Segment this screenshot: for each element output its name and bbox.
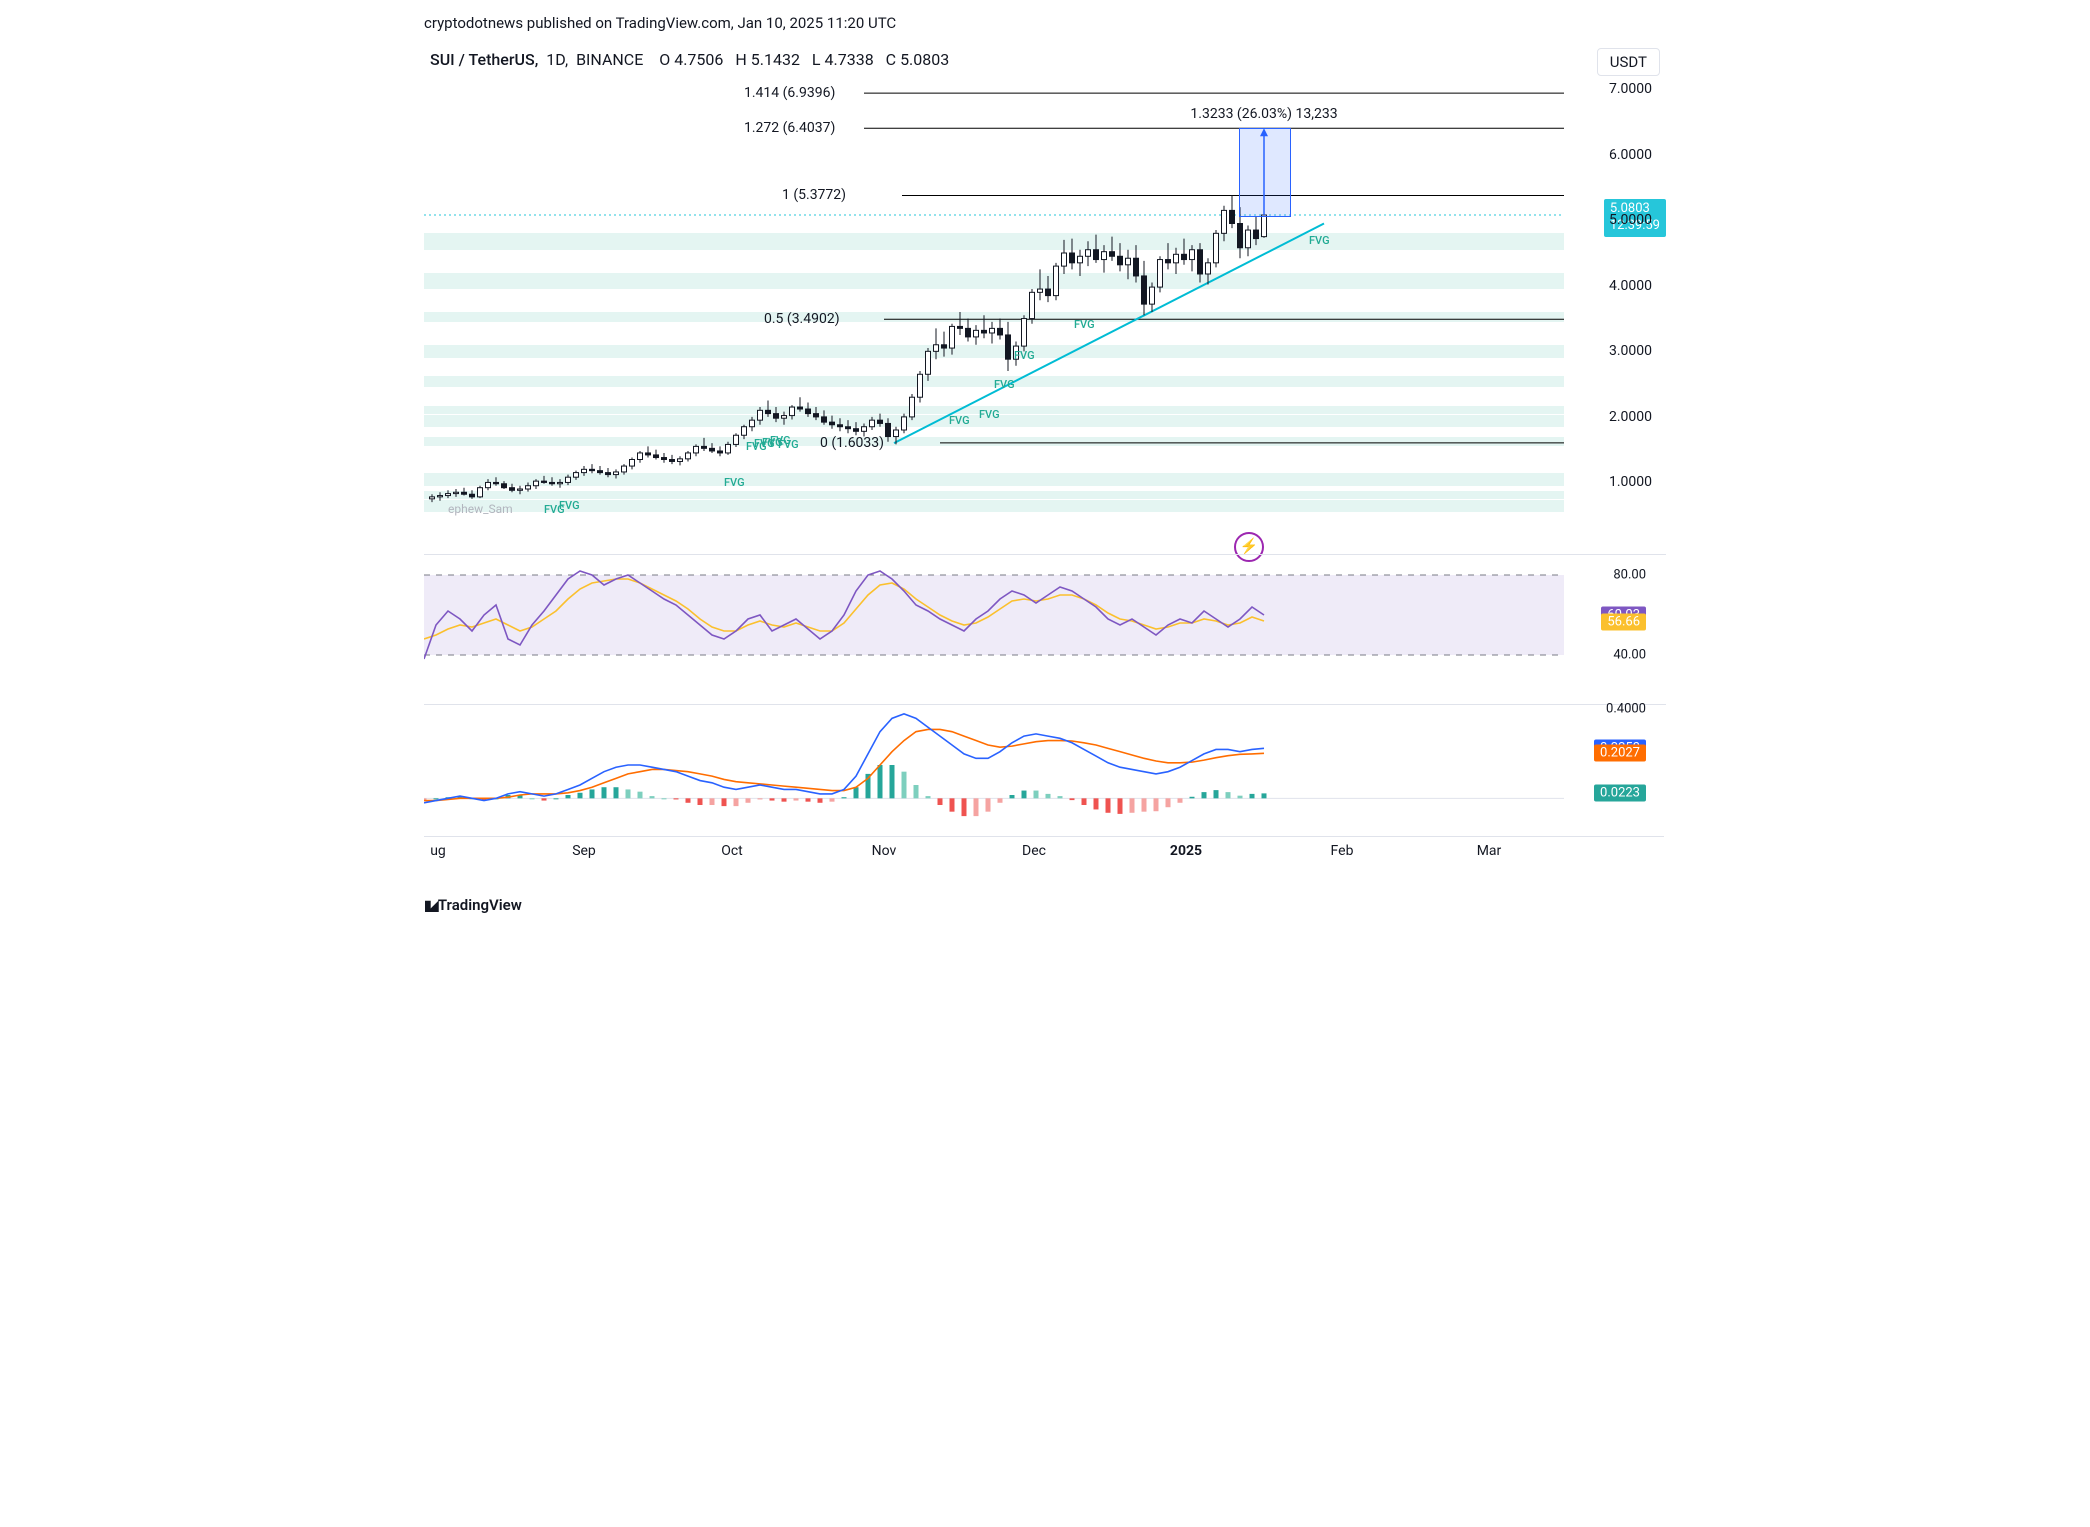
fib-level-label: 1 (5.3772) xyxy=(782,187,846,203)
price-ytick: 4.0000 xyxy=(1609,278,1652,294)
fib-level-label: 0 (1.6033) xyxy=(820,435,884,451)
time-axis-label: Oct xyxy=(721,843,743,865)
time-axis-label: Dec xyxy=(1022,843,1046,865)
time-axis-label: 2025 xyxy=(1170,843,1202,865)
ohlc-h-label: H xyxy=(735,50,746,69)
price-ytick: 2.0000 xyxy=(1609,409,1652,425)
tv-brand: TradingView xyxy=(438,896,522,914)
quote-currency-badge[interactable]: USDT xyxy=(1597,48,1660,76)
time-axis-label: Feb xyxy=(1331,843,1354,865)
fvg-label: FVG xyxy=(979,408,1000,421)
rsi-panel[interactable]: 80.0040.0060.0356.66 xyxy=(424,554,1666,695)
symbol-pair: SUI / TetherUS, xyxy=(430,50,538,69)
price-ytick: 7.0000 xyxy=(1609,81,1652,97)
publish-header: cryptodotnews published on TradingView.c… xyxy=(424,14,896,32)
fvg-label: FVG xyxy=(1074,318,1095,331)
fvg-label: FVG xyxy=(778,438,799,451)
price-ytick: 5.0000 xyxy=(1609,212,1652,228)
time-axis-label: Nov xyxy=(872,843,897,865)
price-chart[interactable]: 1.414 (6.9396) 1.272 (6.4037) 1 (5.3772) 0.… xyxy=(424,76,1564,548)
symbol-tf: 1D, xyxy=(546,50,568,69)
ohlc-l: 4.7338 xyxy=(825,50,874,69)
price-ytick: 6.0000 xyxy=(1609,147,1652,163)
tv-glyph-icon: ▮◢ xyxy=(424,898,434,914)
ohlc-c-label: C xyxy=(886,50,896,69)
price-ytick: 3.0000 xyxy=(1609,343,1652,359)
signal-value: 0.2027 xyxy=(1594,745,1646,762)
symbol-row: SUI / TetherUS, 1D, BINANCE O4.7506 H 5.1… xyxy=(430,50,953,69)
chart-screenshot: cryptodotnews published on TradingView.c… xyxy=(410,0,1680,928)
time-axis-label: Mar xyxy=(1477,843,1502,865)
fvg-label: FVG xyxy=(949,414,970,427)
ohlc-c: 5.0803 xyxy=(900,50,949,69)
fvg-label: FVG xyxy=(1309,234,1330,247)
ohlc-h: 5.1432 xyxy=(751,50,800,69)
fvg-label: FVG xyxy=(994,378,1015,391)
ohlc-o: 4.7506 xyxy=(674,50,723,69)
hist-value: 0.0223 xyxy=(1594,785,1646,802)
tradingview-watermark: ▮◢ TradingView xyxy=(424,896,522,914)
macd-panel[interactable]: 0.40000.22500.20270.0223 xyxy=(424,704,1666,831)
rsi-value-b: 56.66 xyxy=(1601,613,1646,630)
fvg-label: FVG xyxy=(559,499,580,512)
fib-level-label: 0.5 (3.4902) xyxy=(764,311,840,327)
price-ytick: 1.0000 xyxy=(1609,474,1652,490)
time-axis-label: ug xyxy=(430,843,446,865)
time-axis-label: Sep xyxy=(572,843,596,865)
ohlc-l-label: L xyxy=(812,50,821,69)
fvg-label: FVG xyxy=(1014,349,1035,362)
target-tooltip: 1.3233 (26.03%) 13,233 xyxy=(1180,102,1347,126)
rsi-band-label: 40.00 xyxy=(1613,648,1646,663)
author-watermark: ephew_Sam xyxy=(448,502,513,516)
fib-level-label: 1.272 (6.4037) xyxy=(744,120,835,136)
time-axis[interactable]: ug Sep Oct Nov Dec 2025 Feb Mar xyxy=(424,836,1664,865)
rsi-band-label: 80.00 xyxy=(1613,568,1646,583)
ohlc-o-label: O xyxy=(659,50,670,69)
fib-level-label: 1.414 (6.9396) xyxy=(744,85,835,101)
symbol-exchange: BINANCE xyxy=(576,50,643,69)
fvg-label: FVG xyxy=(724,476,745,489)
macd-ytick: 0.4000 xyxy=(1606,702,1646,717)
price-target-box[interactable] xyxy=(1239,128,1291,217)
